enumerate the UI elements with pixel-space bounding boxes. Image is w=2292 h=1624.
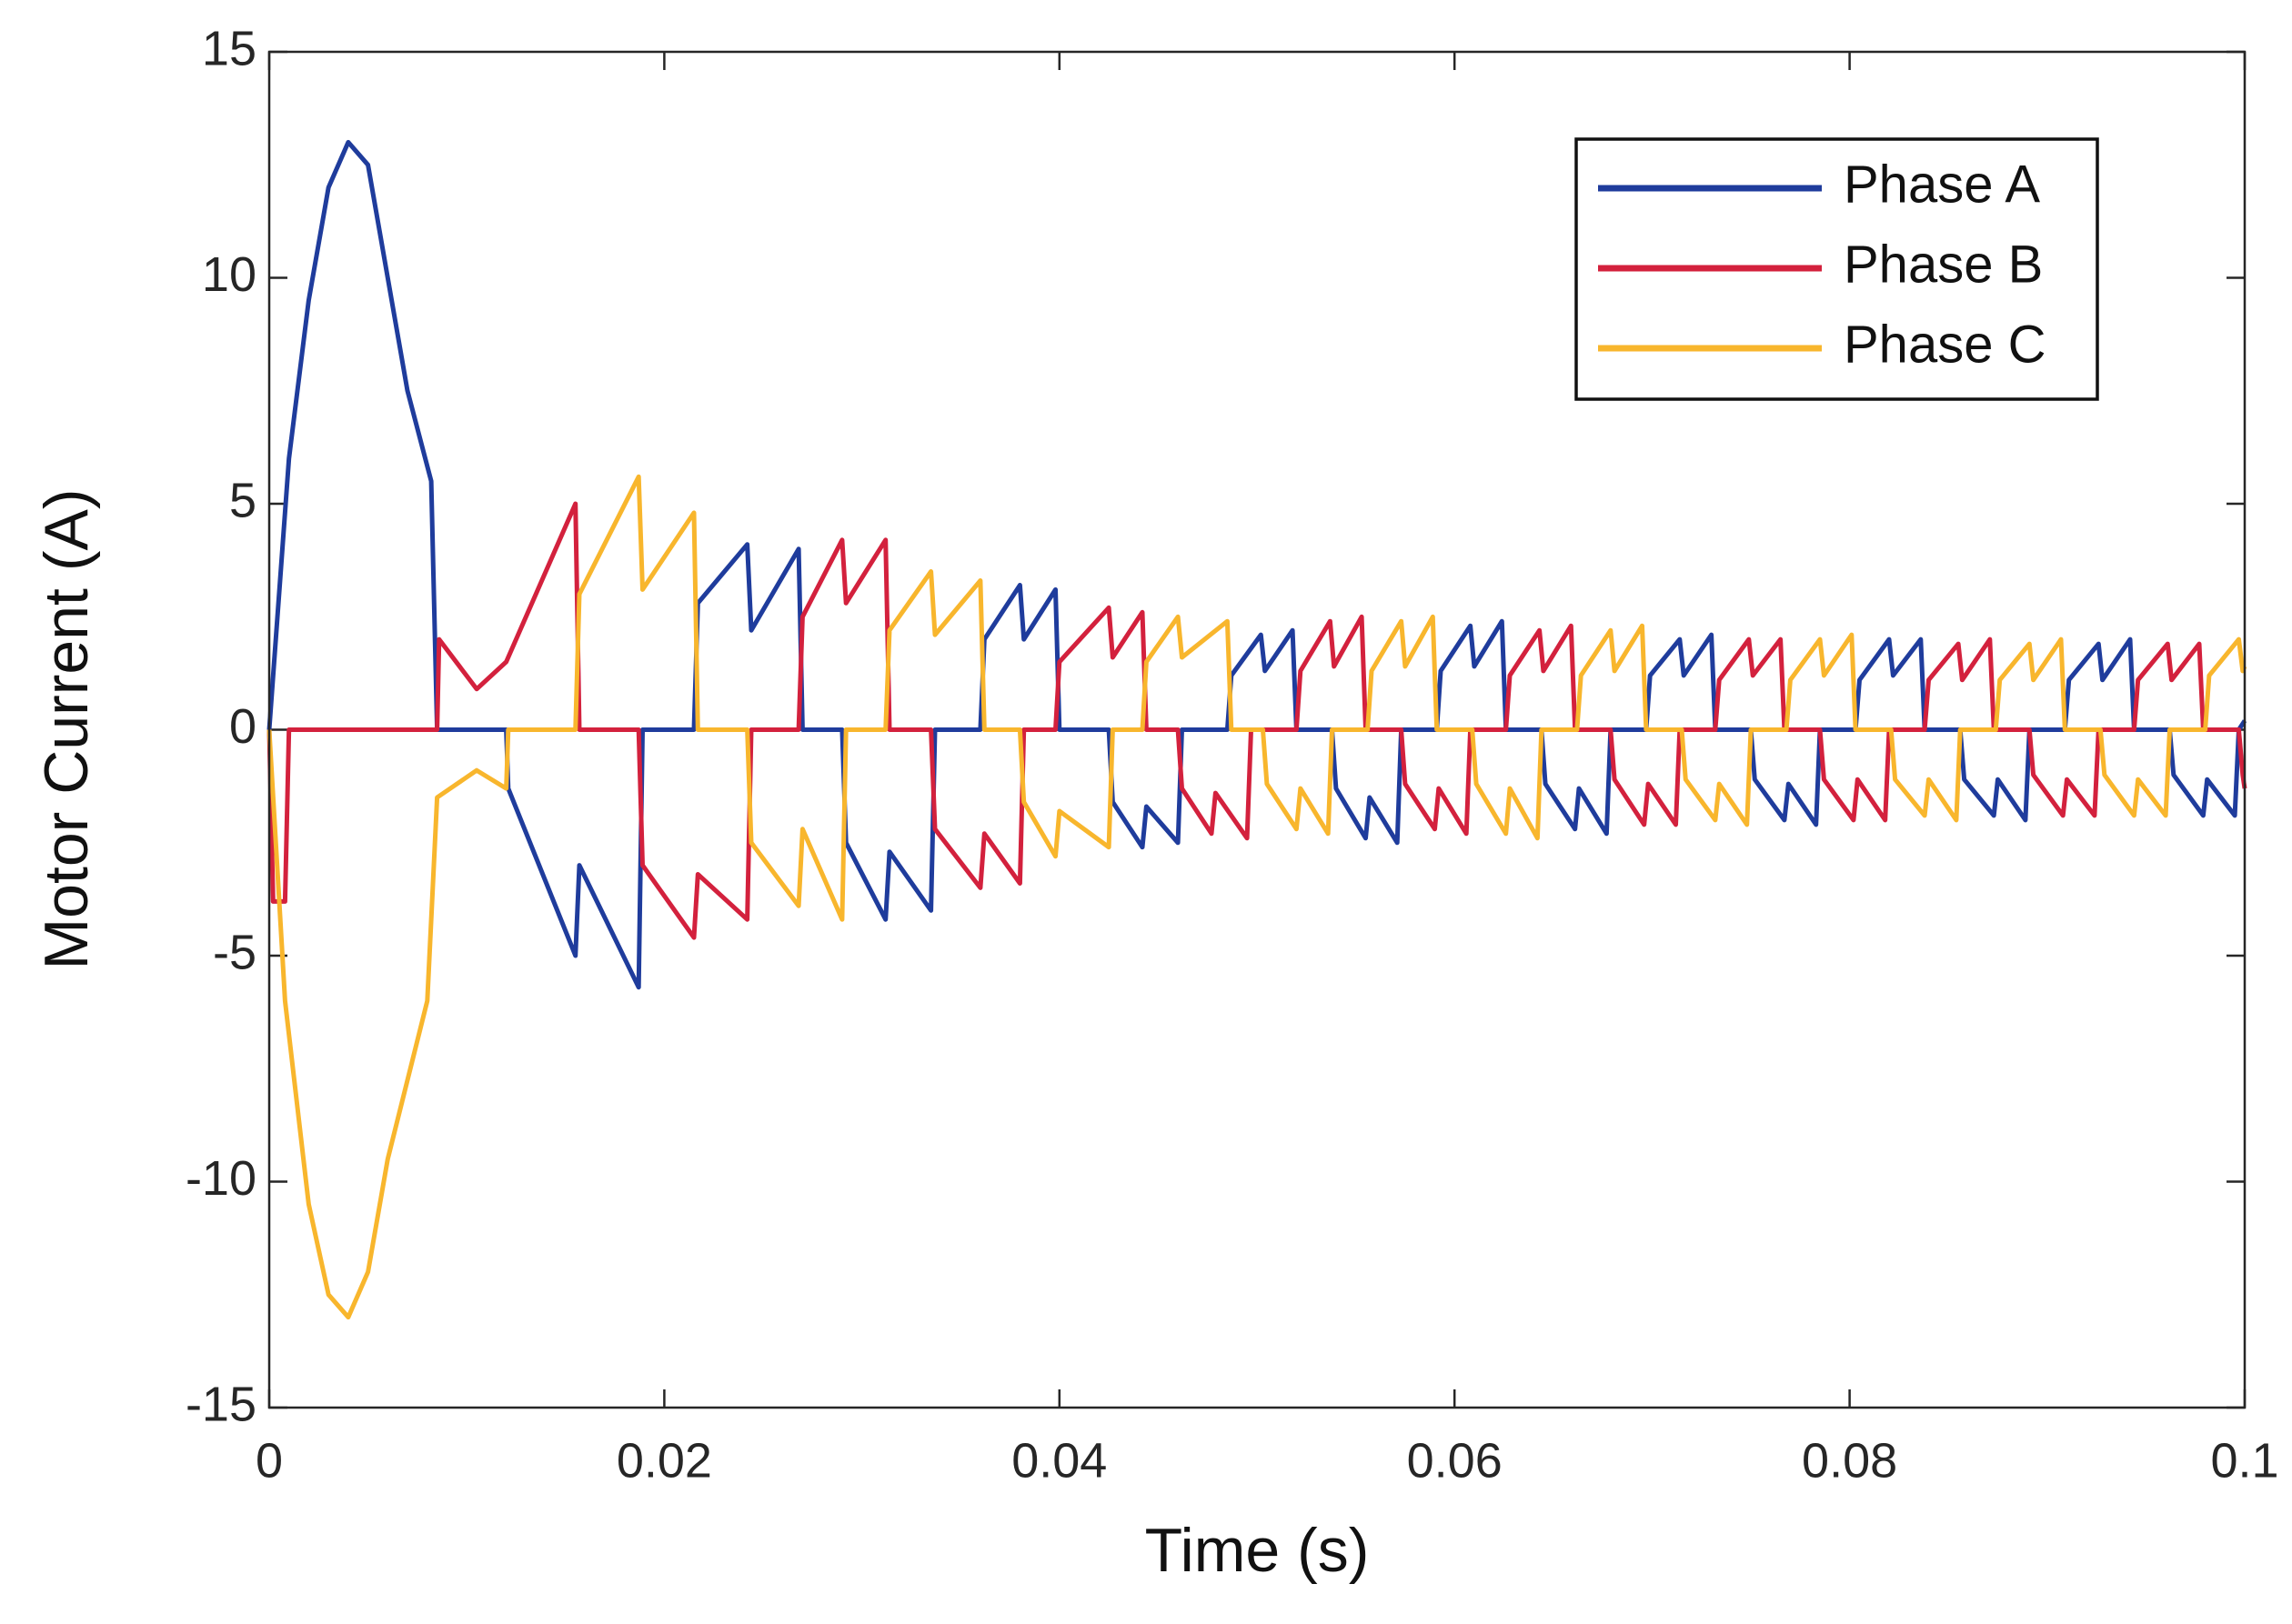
x-tick-label: 0.02 — [617, 1433, 712, 1488]
series-line — [266, 501, 2247, 940]
x-tick-label: 0.08 — [1802, 1433, 1897, 1488]
legend-label: Phase B — [1844, 235, 2043, 294]
series-line — [266, 474, 2247, 1320]
y-tick-label: -5 — [213, 925, 256, 979]
y-tick-label: 15 — [202, 21, 256, 75]
y-tick-label: -10 — [186, 1151, 256, 1206]
x-tick-label: 0.04 — [1011, 1433, 1107, 1488]
legend-label: Phase C — [1844, 315, 2046, 374]
y-tick-label: 5 — [229, 473, 256, 527]
legend-label: Phase A — [1844, 155, 2040, 214]
y-tick-label: 0 — [229, 699, 256, 754]
x-axis-label: Time (s) — [1145, 1516, 1370, 1585]
x-tick-label: 0 — [256, 1433, 283, 1488]
y-tick-label: -15 — [186, 1377, 256, 1431]
x-tick-label: 0.06 — [1407, 1433, 1503, 1488]
y-tick-label: 10 — [202, 247, 256, 302]
plot-frame — [267, 50, 2247, 1409]
x-tick-label: 0.1 — [2210, 1433, 2278, 1488]
y-axis-label: Motor Current (A) — [32, 489, 101, 970]
